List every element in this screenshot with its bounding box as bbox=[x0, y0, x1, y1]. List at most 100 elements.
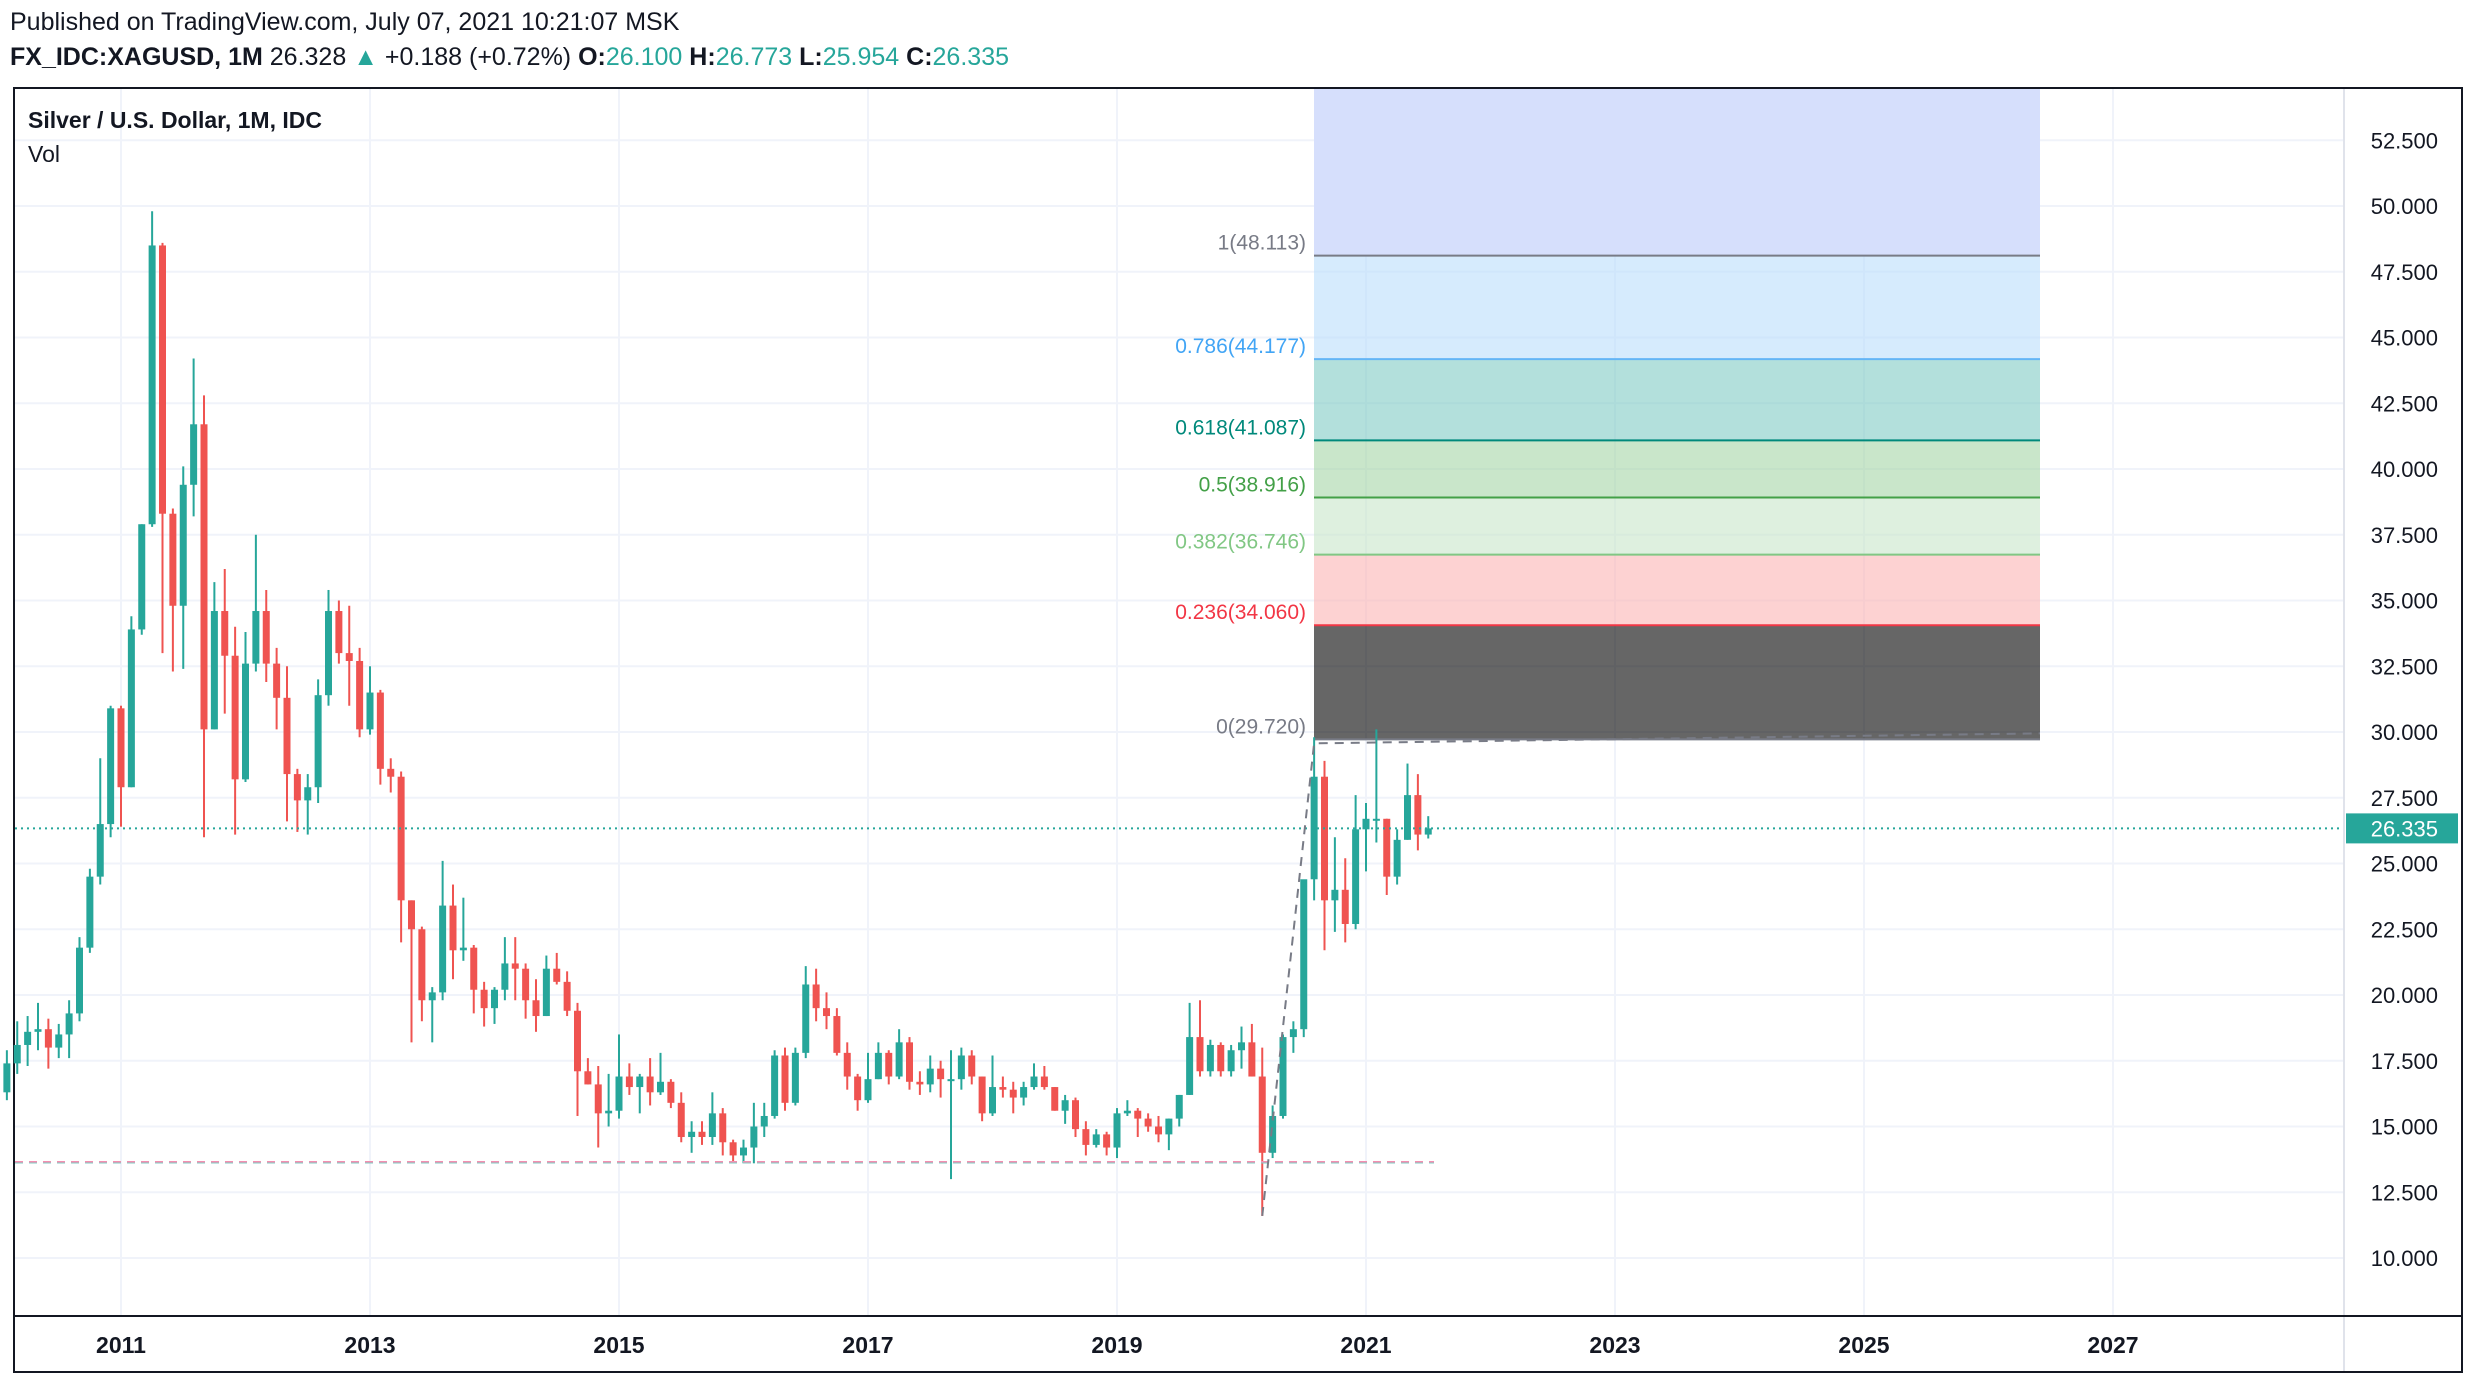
candle-body bbox=[874, 1052, 882, 1080]
candle-body bbox=[906, 1042, 913, 1082]
last-price: 26.328 bbox=[269, 43, 347, 71]
candle-body bbox=[823, 1008, 830, 1017]
candle-body bbox=[44, 1029, 52, 1048]
candle-body bbox=[553, 968, 561, 982]
candle-body bbox=[148, 245, 156, 525]
fib-level-label: 0.618(41.087) bbox=[1175, 416, 1306, 439]
candle-body bbox=[1155, 1126, 1162, 1135]
candle-body bbox=[293, 774, 301, 801]
candle-body bbox=[304, 787, 312, 801]
candle-body bbox=[791, 1052, 799, 1103]
candle-body bbox=[750, 1126, 758, 1148]
candle-body bbox=[428, 992, 436, 1001]
candle-body bbox=[1061, 1100, 1069, 1111]
candle-body bbox=[24, 1031, 32, 1045]
price-tick-label: 37.500 bbox=[2371, 523, 2438, 548]
candle-body bbox=[1030, 1076, 1038, 1088]
time-tick-label: 2011 bbox=[96, 1332, 146, 1358]
candle-body bbox=[491, 989, 498, 1009]
candle-body bbox=[127, 629, 135, 788]
candle-body bbox=[947, 1079, 955, 1082]
candle-body bbox=[1123, 1110, 1131, 1114]
candle-body bbox=[708, 1113, 716, 1138]
candle-body bbox=[1165, 1118, 1173, 1135]
candle-body bbox=[470, 947, 478, 990]
candle-body bbox=[926, 1068, 934, 1085]
price-tick-label: 15.000 bbox=[2371, 1115, 2438, 1140]
candle-body bbox=[584, 1071, 592, 1085]
candle-body bbox=[688, 1131, 696, 1138]
fib-retracement[interactable]: 1(48.113) 0.786(44.177) 0.618(41.087) 0.5(3… bbox=[1175, 89, 2040, 741]
fib-level-label: 0.5(38.916) bbox=[1199, 474, 1306, 497]
legend-volume: Vol bbox=[28, 141, 60, 167]
candle-body bbox=[96, 824, 104, 877]
close-label: C: bbox=[906, 43, 933, 71]
candle-body bbox=[65, 1013, 73, 1035]
candle-body bbox=[895, 1042, 903, 1077]
candle-body bbox=[55, 1034, 63, 1048]
candle-body bbox=[625, 1076, 633, 1088]
price-tick-label: 40.000 bbox=[2371, 457, 2438, 482]
time-tick-label: 2027 bbox=[2087, 1332, 2138, 1358]
candle-body bbox=[833, 1016, 841, 1053]
fib-extension-zone bbox=[1314, 89, 2040, 256]
candle-body bbox=[1383, 818, 1391, 877]
candle-body bbox=[1414, 795, 1422, 835]
fib-zone bbox=[1314, 359, 2040, 441]
price-tick-label: 27.500 bbox=[2371, 786, 2438, 811]
candle-body bbox=[325, 611, 332, 696]
candle-body bbox=[1227, 1050, 1235, 1072]
candle-body bbox=[812, 984, 820, 1009]
candle-body bbox=[802, 984, 810, 1053]
candle-body bbox=[242, 663, 249, 780]
candle-body bbox=[698, 1131, 706, 1138]
candle-body bbox=[397, 776, 405, 901]
candle-body bbox=[760, 1115, 768, 1127]
candle-body bbox=[1206, 1044, 1214, 1072]
symbol-header: FX_IDC:XAGUSD, 1M 26.328 ▲ +0.188 (+0.72… bbox=[10, 43, 1009, 72]
price-tick-label: 45.000 bbox=[2371, 326, 2438, 351]
candle-body bbox=[740, 1147, 747, 1156]
candle-body bbox=[1196, 1037, 1204, 1072]
price-tick-label: 30.000 bbox=[2371, 720, 2438, 745]
candle-body bbox=[356, 660, 364, 730]
candle-body bbox=[1404, 795, 1411, 840]
price-tick-label: 32.500 bbox=[2371, 654, 2438, 679]
candle-body bbox=[1175, 1094, 1183, 1119]
candle-body bbox=[418, 929, 426, 1001]
candle-body bbox=[594, 1084, 602, 1114]
low-value: 25.954 bbox=[822, 43, 900, 71]
candle-body bbox=[854, 1076, 862, 1101]
candle-body bbox=[574, 1010, 581, 1072]
candle-body bbox=[13, 1044, 21, 1064]
candle-body bbox=[781, 1055, 789, 1103]
price-axis[interactable]: 10.000 12.500 15.000 17.500 20.000 22.500 25.0… bbox=[2343, 89, 2458, 1371]
candle-body bbox=[1300, 879, 1308, 1030]
fib-level-label: 1(48.113) bbox=[1218, 232, 1306, 255]
candle-body bbox=[1217, 1044, 1225, 1072]
candle-body bbox=[522, 968, 530, 1001]
candle-body bbox=[677, 1102, 685, 1138]
grid-lines bbox=[15, 89, 2344, 1316]
candle-body bbox=[1092, 1134, 1100, 1145]
candle-body bbox=[190, 424, 198, 485]
candle-body bbox=[636, 1076, 644, 1088]
candle-body bbox=[657, 1081, 664, 1093]
candle-body bbox=[1352, 829, 1360, 924]
price-tick-label: 52.500 bbox=[2371, 128, 2438, 153]
last-price-badge bbox=[2346, 813, 2458, 844]
candle-body bbox=[563, 981, 571, 1011]
candle-body bbox=[542, 968, 550, 1017]
published-caption: Published on TradingView.com, July 07, 2… bbox=[10, 8, 680, 36]
last-price-badge-text: 26.335 bbox=[2371, 816, 2438, 841]
candle-body bbox=[480, 989, 488, 1009]
candle-body bbox=[345, 653, 353, 661]
candle-body bbox=[387, 768, 395, 777]
time-axis[interactable]: 2011 2013 2015 2017 2019 2021 2023 2025 2027 bbox=[15, 1315, 2461, 1358]
price-tick-label: 35.000 bbox=[2371, 589, 2438, 614]
price-tick-label: 20.000 bbox=[2371, 983, 2438, 1008]
candle-body bbox=[335, 611, 343, 654]
high-value: 26.773 bbox=[715, 43, 793, 71]
candlestick-series[interactable] bbox=[0, 211, 1432, 1216]
